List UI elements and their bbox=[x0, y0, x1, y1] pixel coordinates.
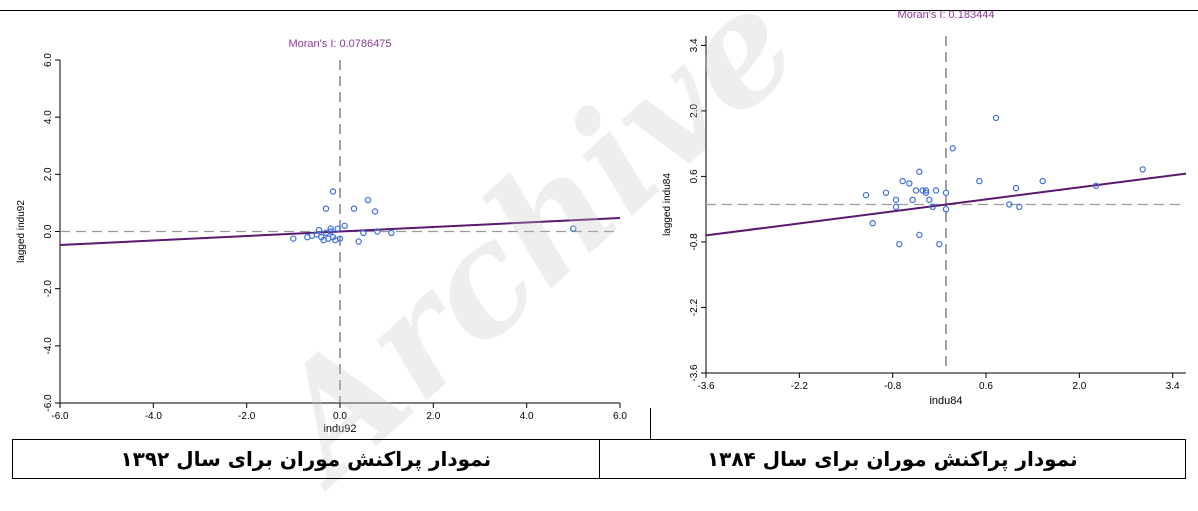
y-axis-label: lagged indu84 bbox=[662, 173, 673, 236]
y-tick-label: 4.0 bbox=[43, 110, 54, 124]
data-point bbox=[992, 114, 1000, 122]
chart-title: Moran's I: 0.0786475 bbox=[288, 38, 391, 50]
data-point bbox=[341, 222, 348, 229]
x-tick-label: 6.0 bbox=[613, 411, 627, 422]
moran-regression-line bbox=[705, 172, 1187, 237]
y-tick-label: -0.8 bbox=[689, 233, 700, 251]
data-point bbox=[327, 225, 334, 232]
y-tick-label: 6.0 bbox=[43, 53, 54, 67]
data-point bbox=[909, 196, 916, 204]
moran-scatter-1392-panel: -6.0 -4.0 -2.0 0.0 2.0 4.0 6.0 -6.0 -4.0 -2.0 0.0 2… bbox=[0, 0, 640, 440]
data-point bbox=[942, 205, 950, 213]
data-point bbox=[327, 228, 334, 235]
data-point bbox=[932, 187, 940, 194]
data-point bbox=[916, 231, 923, 239]
y-tick-label: -2.2 bbox=[689, 298, 700, 316]
moran-scatter-1392-chart: -6.0 -4.0 -2.0 0.0 2.0 4.0 6.0 -6.0 -4.0 -2.0 0.0 2… bbox=[16, 38, 627, 435]
x-axis-label: indu84 bbox=[929, 395, 962, 407]
data-point bbox=[374, 228, 381, 235]
moran-scatter-1384-chart: -3.6 -2.2 -0.8 0.6 2.0 3.4 -3.6 -2.2 -0.8 0.6 2.0 3… bbox=[662, 9, 1187, 407]
data-point bbox=[322, 205, 330, 212]
data-point bbox=[371, 208, 379, 215]
caption-row: نمودار پراکنش موران برای سال ۱۳۹۲ نمودار… bbox=[12, 439, 1186, 479]
data-point bbox=[906, 180, 913, 187]
x-tick-label: -6.0 bbox=[51, 411, 69, 422]
data-point bbox=[882, 189, 890, 196]
y-tick-label: -2.0 bbox=[43, 280, 54, 298]
top-rule bbox=[0, 10, 1198, 11]
data-point bbox=[976, 177, 983, 185]
x-tick-label: 2.0 bbox=[426, 411, 440, 422]
data-point bbox=[862, 191, 870, 199]
y-tick-label: 0.0 bbox=[43, 224, 54, 238]
data-point bbox=[1092, 182, 1100, 189]
x-tick-label: 0.0 bbox=[333, 411, 347, 422]
data-point bbox=[329, 188, 337, 195]
y-tick-label: 0.6 bbox=[689, 169, 700, 183]
data-point bbox=[1016, 203, 1023, 211]
x-tick-label: -2.2 bbox=[791, 381, 809, 392]
data-point bbox=[336, 235, 344, 242]
data-point bbox=[922, 187, 930, 194]
data-point bbox=[942, 189, 950, 196]
x-tick-label: -0.8 bbox=[884, 381, 902, 392]
data-point bbox=[290, 235, 297, 242]
data-point bbox=[350, 205, 358, 212]
y-tick-label: 3.4 bbox=[689, 38, 700, 52]
data-point bbox=[896, 241, 903, 248]
data-point bbox=[929, 203, 936, 211]
data-point bbox=[1006, 201, 1013, 208]
data-point bbox=[949, 145, 956, 152]
data-point bbox=[355, 238, 362, 245]
data-point bbox=[892, 203, 900, 211]
data-point bbox=[899, 177, 906, 185]
data-point bbox=[912, 187, 920, 194]
data-point bbox=[1039, 177, 1046, 185]
data-point bbox=[364, 196, 372, 204]
caption-1392: نمودار پراکنش موران برای سال ۱۳۹۲ bbox=[13, 440, 600, 478]
y-tick-label: -6.0 bbox=[43, 394, 54, 412]
data-point bbox=[315, 226, 323, 234]
x-tick-label: 3.4 bbox=[1166, 381, 1180, 392]
x-tick-label: -2.0 bbox=[238, 411, 256, 422]
x-tick-label: -3.6 bbox=[697, 381, 715, 392]
chart-title: Moran's I: 0.183444 bbox=[898, 9, 995, 21]
data-point bbox=[916, 168, 923, 175]
data-point bbox=[922, 189, 930, 196]
data-point bbox=[936, 241, 943, 248]
y-tick-label: 2.0 bbox=[43, 167, 54, 181]
data-point bbox=[388, 229, 395, 237]
y-axis-label: lagged indu92 bbox=[16, 200, 27, 263]
data-point bbox=[1012, 184, 1020, 192]
data-point bbox=[892, 196, 900, 204]
moran-regression-line bbox=[59, 217, 621, 246]
x-tick-label: 0.6 bbox=[979, 381, 993, 392]
data-point bbox=[869, 220, 876, 227]
y-tick-label: -3.6 bbox=[689, 364, 700, 382]
x-axis-label: indu92 bbox=[323, 423, 356, 435]
moran-scatter-1384-panel: -3.6 -2.2 -0.8 0.6 2.0 3.4 -3.6 -2.2 -0.8 0.6 2.0 3… bbox=[652, 0, 1198, 440]
data-point bbox=[360, 229, 367, 237]
panel-divider bbox=[650, 408, 651, 440]
y-tick-label: 2.0 bbox=[689, 104, 700, 118]
data-point bbox=[570, 225, 577, 232]
data-point bbox=[926, 196, 933, 204]
data-point bbox=[1139, 166, 1146, 173]
data-point bbox=[334, 225, 341, 232]
y-tick-label: -4.0 bbox=[43, 337, 54, 355]
x-tick-label: 4.0 bbox=[520, 411, 534, 422]
x-tick-label: -4.0 bbox=[145, 411, 163, 422]
caption-1384: نمودار پراکنش موران برای سال ۱۳۸۴ bbox=[706, 447, 1078, 471]
x-tick-label: 2.0 bbox=[1072, 381, 1086, 392]
